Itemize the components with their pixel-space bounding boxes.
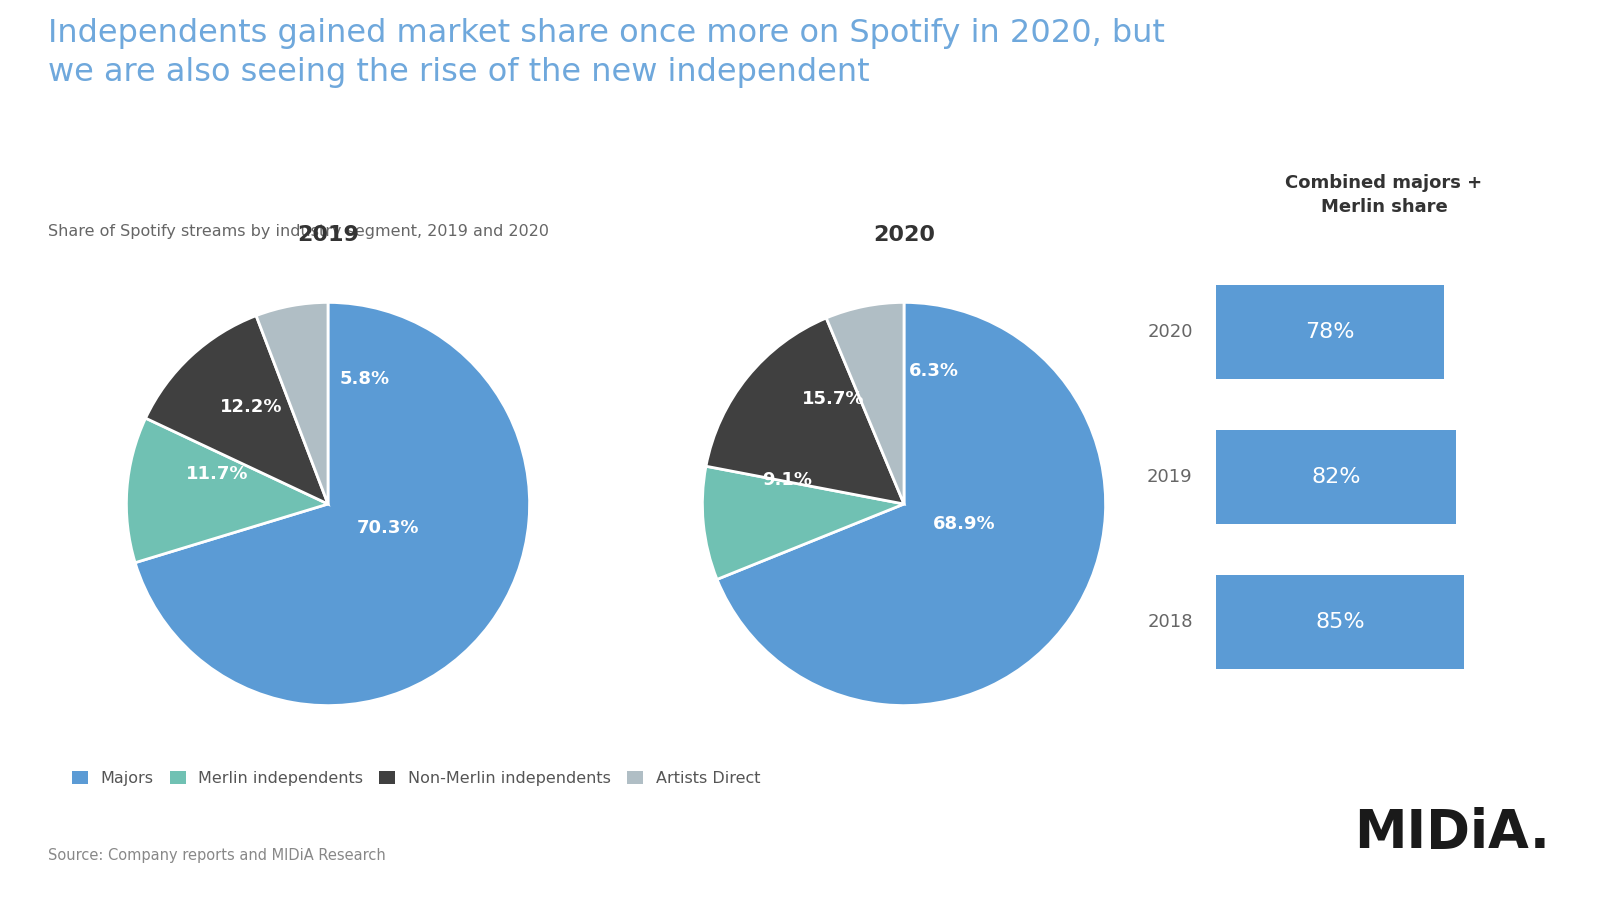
Text: 2019: 2019 [1147, 468, 1192, 486]
Text: Independents gained market share once more on Spotify in 2020, but
we are also s: Independents gained market share once mo… [48, 18, 1165, 88]
Wedge shape [706, 318, 904, 504]
Wedge shape [126, 418, 328, 562]
Text: 68.9%: 68.9% [933, 515, 995, 533]
Title: 2020: 2020 [874, 225, 934, 245]
Text: 11.7%: 11.7% [186, 464, 248, 482]
Title: 2019: 2019 [298, 225, 358, 245]
Wedge shape [702, 466, 904, 580]
Bar [1216, 430, 1456, 524]
Legend: Majors, Merlin independents, Non-Merlin independents, Artists Direct: Majors, Merlin independents, Non-Merlin … [72, 771, 760, 786]
Text: 6.3%: 6.3% [909, 362, 960, 380]
Text: 82%: 82% [1310, 467, 1360, 487]
Bar [1216, 575, 1464, 670]
Wedge shape [256, 302, 328, 504]
Text: 15.7%: 15.7% [802, 391, 864, 409]
Text: MIDiA.: MIDiA. [1354, 806, 1549, 859]
Text: 85%: 85% [1315, 612, 1365, 632]
Text: 12.2%: 12.2% [221, 398, 283, 416]
Text: 70.3%: 70.3% [357, 519, 419, 537]
Text: Combined majors +
Merlin share: Combined majors + Merlin share [1285, 175, 1483, 216]
Text: 78%: 78% [1306, 322, 1355, 342]
Wedge shape [826, 302, 904, 504]
Wedge shape [717, 302, 1106, 706]
Text: 9.1%: 9.1% [762, 471, 813, 489]
Bar [1216, 284, 1443, 379]
Text: 2018: 2018 [1147, 613, 1192, 631]
Wedge shape [146, 316, 328, 504]
Text: Share of Spotify streams by industry segment, 2019 and 2020: Share of Spotify streams by industry seg… [48, 224, 549, 238]
Text: 2020: 2020 [1147, 323, 1192, 341]
Wedge shape [134, 302, 530, 706]
Text: Source: Company reports and MIDiA Research: Source: Company reports and MIDiA Resear… [48, 848, 386, 863]
Text: 5.8%: 5.8% [339, 370, 389, 388]
